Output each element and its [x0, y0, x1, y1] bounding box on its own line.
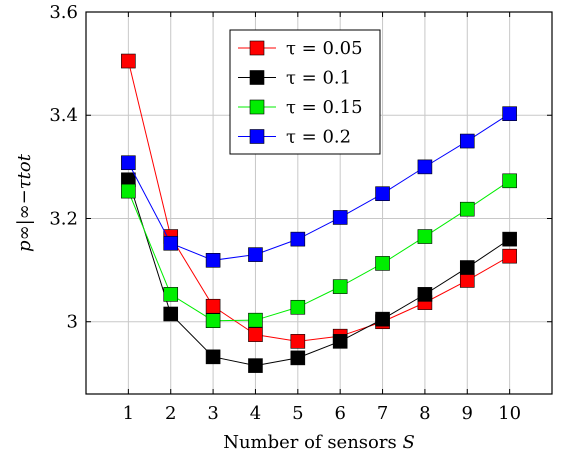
data-point: [205, 298, 221, 314]
data-point: [502, 173, 517, 189]
y-tick-label: 3.6: [49, 2, 78, 23]
y-tick-label: 3: [67, 312, 78, 333]
legend-label: τ = 0.1: [286, 68, 351, 89]
x-axis-label: Number of sensors S: [223, 432, 415, 453]
data-point: [502, 106, 517, 121]
data-point: [290, 299, 306, 315]
legend-marker: [249, 99, 265, 115]
plot-series: [121, 53, 517, 373]
series-line: [127, 179, 510, 367]
data-point: [332, 279, 348, 294]
series-2: [121, 172, 517, 373]
data-point: [248, 247, 263, 262]
x-tick-label: 3: [207, 403, 218, 424]
x-tick-label: 6: [334, 403, 345, 424]
data-point: [163, 306, 179, 322]
series-line: [127, 113, 510, 261]
data-point: [121, 183, 136, 199]
legend-marker: [249, 129, 265, 144]
data-point: [290, 350, 306, 366]
data-point: [121, 53, 136, 69]
data-point: [459, 260, 475, 275]
x-tick-label: 7: [377, 403, 388, 424]
plot-frame: [85, 11, 553, 395]
data-point: [332, 210, 348, 225]
x-axis-label-var: S: [402, 432, 414, 453]
y-tick-label: 3.4: [49, 105, 78, 126]
data-point: [205, 253, 221, 268]
x-tick-label: 2: [165, 403, 176, 424]
data-point: [459, 201, 475, 217]
legend-entry: τ = 0.1: [238, 68, 351, 89]
data-point: [459, 133, 475, 149]
data-point: [290, 231, 306, 247]
x-tick-label: 9: [462, 403, 473, 424]
data-point: [248, 358, 263, 373]
x-tick-label: 8: [419, 403, 430, 424]
legend: τ = 0.05 τ = 0.1 τ = 0.15 τ = 0.2: [229, 29, 381, 155]
data-point: [121, 155, 136, 171]
data-point: [375, 256, 390, 271]
data-point: [375, 186, 390, 202]
x-tick-label: 4: [250, 403, 261, 424]
legend-label: τ = 0.15: [286, 97, 363, 118]
data-point: [502, 248, 517, 264]
x-tick-label: 5: [292, 403, 303, 424]
data-point: [332, 334, 348, 349]
data-point: [205, 313, 221, 328]
data-point: [163, 235, 179, 251]
axis-ticks: 1 2 3 4 5 6 7 8 9 10 3 3.2 3.4 3.6: [49, 2, 552, 424]
series-line: [127, 60, 510, 342]
x-tick-label: 1: [123, 403, 134, 424]
data-point: [163, 287, 179, 302]
legend-entry: τ = 0.2: [238, 127, 351, 148]
data-point: [248, 312, 263, 328]
legend-entry: τ = 0.05: [238, 38, 363, 59]
x-tick-label: 10: [498, 403, 521, 424]
data-point: [459, 273, 475, 288]
data-point: [205, 349, 221, 365]
legend-label: τ = 0.05: [286, 38, 363, 59]
data-point: [375, 311, 390, 327]
data-point: [417, 287, 433, 302]
legend-marker: [249, 40, 265, 56]
series-line: [127, 180, 510, 322]
data-point: [248, 327, 263, 342]
series-3: [121, 173, 517, 328]
legend-entry: τ = 0.15: [238, 97, 363, 118]
data-point: [502, 231, 517, 247]
y-tick-label: 3.2: [49, 208, 78, 229]
y-axis-label: p∞|∞−τtot: [14, 153, 35, 252]
data-point: [290, 334, 306, 349]
x-axis-label-text: Number of sensors: [223, 432, 402, 453]
data-point: [417, 159, 433, 175]
legend-marker: [249, 70, 265, 85]
legend-label: τ = 0.2: [286, 127, 351, 148]
series-4: [121, 106, 517, 268]
data-point: [417, 229, 433, 244]
